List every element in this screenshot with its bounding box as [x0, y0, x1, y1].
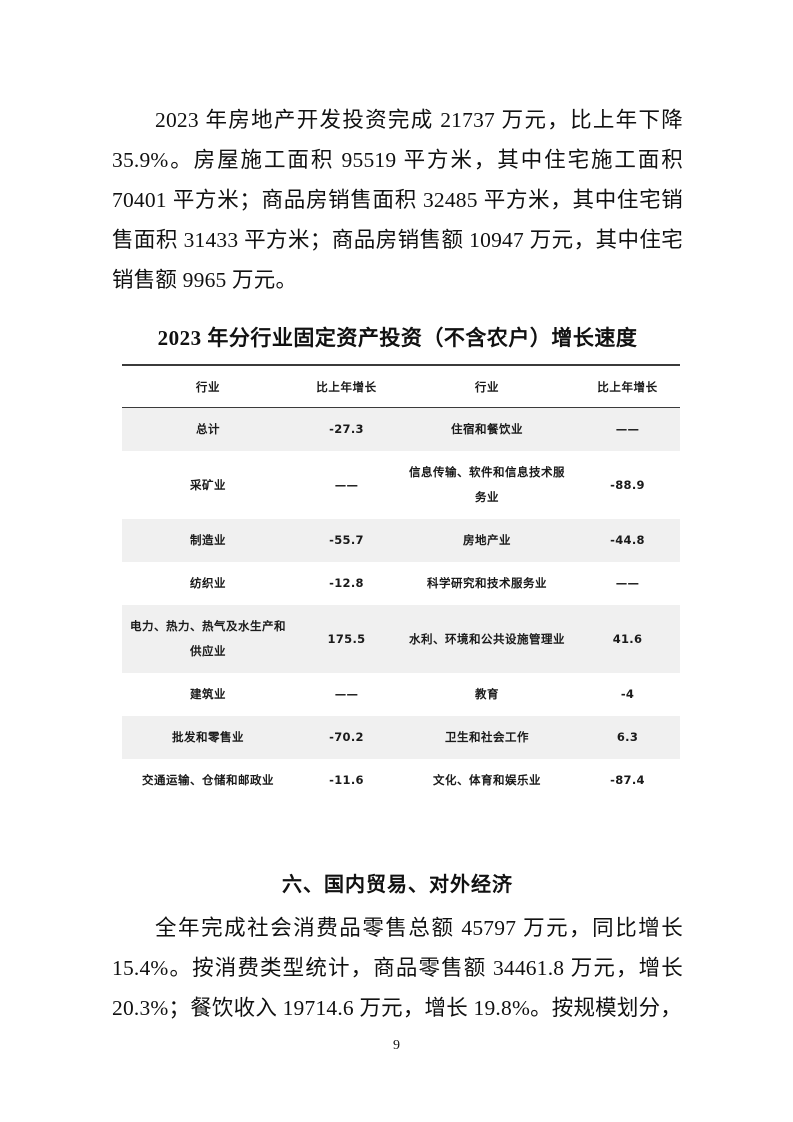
table-row: 电力、热力、热气及水生产和供应业 175.5 水利、环境和公共设施管理业 41.…: [122, 605, 680, 673]
table-row: 制造业 -55.7 房地产业 -44.8: [122, 519, 680, 562]
cell-industry-right: 水利、环境和公共设施管理业: [399, 605, 575, 673]
fixed-asset-investment-table: 行业 比上年增长 行业 比上年增长 总计 -27.3 住宿和餐饮业 —— 采矿业: [122, 364, 680, 802]
table-row: 采矿业 —— 信息传输、软件和信息技术服务业 -88.9: [122, 451, 680, 519]
table-header-row: 行业 比上年增长 行业 比上年增长: [122, 364, 680, 408]
cell-value-right: -87.4: [610, 773, 645, 787]
cell-value-left: -70.2: [294, 716, 399, 759]
cell-industry-left: 电力、热力、热气及水生产和供应业: [122, 605, 294, 673]
table-title: 2023 年分行业固定资产投资（不含农户）增长速度: [157, 326, 638, 350]
cell-industry-left: 批发和零售业: [122, 716, 294, 759]
cell-value-left: -55.7: [294, 519, 399, 562]
cell-value-right: -44.8: [575, 519, 680, 562]
cell-value-left: 175.5: [294, 605, 399, 673]
cell-industry-right: 信息传输、软件和信息技术服务业: [409, 465, 565, 504]
column-header-growth-left: 比上年增长: [294, 364, 399, 408]
table-row: 建筑业 —— 教育 -4: [122, 673, 680, 716]
table-body: 总计 -27.3 住宿和餐饮业 —— 采矿业 —— 信息传输、软件和信息技术服务…: [122, 407, 680, 803]
cell-value-left: ——: [334, 477, 359, 492]
cell-value-right: ——: [615, 576, 640, 590]
cell-value-right: 41.6: [575, 605, 680, 673]
column-header-industry-right: 行业: [399, 364, 575, 408]
cell-industry-left: 制造业: [122, 519, 294, 562]
cell-value-left: ——: [334, 687, 359, 701]
table-row: 交通运输、仓储和邮政业 -11.6 文化、体育和娱乐业 -87.4: [122, 759, 680, 802]
cell-industry-right: 住宿和餐饮业: [399, 407, 575, 451]
cell-industry-left: 采矿业: [190, 477, 226, 492]
cell-value-left: -11.6: [329, 773, 364, 787]
cell-value-right: -88.9: [610, 477, 645, 492]
page-number: 9: [393, 1038, 400, 1053]
cell-industry-right: 卫生和社会工作: [399, 716, 575, 759]
section-heading: 六、国内贸易、对外经济: [282, 872, 513, 896]
fixed-asset-investment-table-block: 2023 年分行业固定资产投资（不含农户）增长速度 行业 比上年增长 行业 比上…: [112, 322, 683, 802]
table-row: 批发和零售业 -70.2 卫生和社会工作 6.3: [122, 716, 680, 759]
cell-value-left: -27.3: [294, 407, 399, 451]
cell-value-left: -12.8: [329, 576, 364, 590]
cell-value-right: 6.3: [575, 716, 680, 759]
table-header: 行业 比上年增长 行业 比上年增长: [122, 364, 680, 408]
table-row: 纺织业 -12.8 科学研究和技术服务业 ——: [122, 562, 680, 605]
cell-industry-right: 教育: [475, 687, 499, 701]
cell-industry-left: 纺织业: [190, 576, 226, 590]
cell-industry-right: 房地产业: [399, 519, 575, 562]
cell-industry-right: 科学研究和技术服务业: [427, 576, 547, 590]
column-header-growth-right: 比上年增长: [575, 364, 680, 408]
cell-industry-right: 文化、体育和娱乐业: [433, 773, 541, 787]
cell-industry-left: 建筑业: [190, 687, 226, 701]
cell-industry-left: 总计: [122, 407, 294, 451]
table-row: 总计 -27.3 住宿和餐饮业 ——: [122, 407, 680, 451]
cell-value-right: -4: [620, 687, 635, 701]
cell-value-right: ——: [575, 407, 680, 451]
cell-industry-left: 交通运输、仓储和邮政业: [142, 773, 274, 787]
real-estate-investment-paragraph: 2023 年房地产开发投资完成 21737 万元，比上年下降 35.9%。房屋施…: [112, 108, 683, 292]
column-header-industry-left: 行业: [122, 364, 294, 408]
domestic-trade-paragraph: 全年完成社会消费品零售总额 45797 万元，同比增长 15.4%。按消费类型统…: [112, 916, 683, 1020]
